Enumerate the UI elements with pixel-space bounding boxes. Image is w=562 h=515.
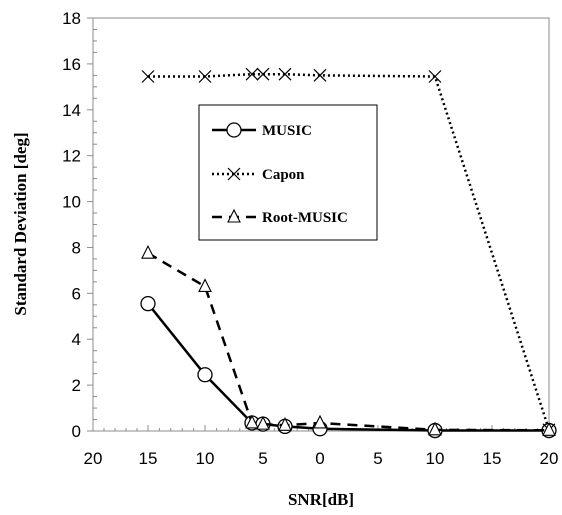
root-music-series <box>141 244 556 436</box>
capon-series-line <box>148 72 551 431</box>
capon-series-marker <box>198 70 212 83</box>
music-series-marker <box>140 296 156 312</box>
y-tick-label: 12 <box>62 147 81 166</box>
y-tick-label: 14 <box>62 101 81 120</box>
capon-series-marker <box>428 70 442 83</box>
x-tick-label: 20 <box>540 449 559 468</box>
capon-series-marker <box>313 68 327 82</box>
legend-item-music: MUSIC <box>212 122 312 139</box>
root-music-series-marker <box>428 421 442 436</box>
x-tick-label: 0 <box>315 449 324 468</box>
root-music-series-marker <box>542 422 556 436</box>
x-tick-label: 15 <box>483 449 502 468</box>
capon-series-marker <box>141 70 155 83</box>
x-tick-label: 10 <box>426 449 445 468</box>
root-music-series-marker <box>313 414 327 429</box>
x-tick-label: 10 <box>196 449 215 468</box>
legend-label: Root-MUSIC <box>262 210 348 226</box>
root-music-series-marker <box>245 414 259 429</box>
capon-series-marker <box>256 67 270 81</box>
root-music-series-marker <box>141 244 155 259</box>
legend-root-music-marker <box>227 208 241 223</box>
legend-label: MUSIC <box>262 123 312 139</box>
legend-item-root-music: Root-MUSIC <box>212 208 348 226</box>
x-tick-label: 5 <box>258 449 267 468</box>
legend: MUSIC Capon Root-MUSIC <box>198 104 378 241</box>
legend-capon-marker <box>227 167 241 181</box>
x-tick-label: 20 <box>84 449 103 468</box>
root-music-series-marker <box>198 278 212 293</box>
root-music-series-marker <box>278 417 292 431</box>
y-tick-label: 8 <box>72 238 81 257</box>
y-axis-title: Standard Deviation [deg] <box>11 132 30 315</box>
legend-label: Capon <box>262 167 305 183</box>
x-tick-label: 5 <box>373 449 382 468</box>
capon-series-marker <box>245 67 259 81</box>
y-axis-ticks: 0 2 4 6 8 10 12 14 16 18 <box>62 9 97 441</box>
legend-item-capon: Capon <box>212 167 305 183</box>
music-series-marker <box>197 367 213 383</box>
legend-music-marker <box>226 122 242 138</box>
y-tick-label: 10 <box>62 193 81 212</box>
y-tick-label: 0 <box>72 422 81 441</box>
music-series-line <box>147 302 549 432</box>
x-tick-label: 15 <box>139 449 158 468</box>
root-music-series-line <box>147 252 550 432</box>
y-tick-label: 2 <box>72 376 81 395</box>
y-tick-label: 18 <box>62 9 81 28</box>
root-music-series-marker <box>256 415 270 430</box>
y-tick-label: 4 <box>72 330 81 349</box>
x-axis-title: SNR[dB] <box>288 490 354 509</box>
y-tick-label: 16 <box>62 55 81 74</box>
capon-series-marker <box>278 67 292 81</box>
series-layer <box>140 67 557 439</box>
y-tick-label: 6 <box>72 284 81 303</box>
